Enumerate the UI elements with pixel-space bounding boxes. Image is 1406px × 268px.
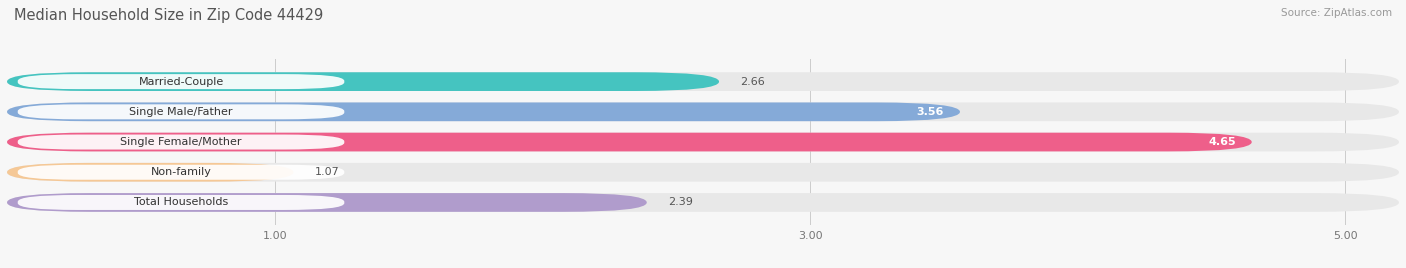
FancyBboxPatch shape xyxy=(18,74,344,89)
FancyBboxPatch shape xyxy=(7,102,1399,121)
FancyBboxPatch shape xyxy=(18,104,344,119)
Text: Total Households: Total Households xyxy=(134,198,228,207)
FancyBboxPatch shape xyxy=(18,165,344,180)
Text: Single Female/Mother: Single Female/Mother xyxy=(121,137,242,147)
FancyBboxPatch shape xyxy=(7,193,1399,212)
FancyBboxPatch shape xyxy=(7,163,1399,182)
Text: Married-Couple: Married-Couple xyxy=(138,77,224,87)
FancyBboxPatch shape xyxy=(7,163,294,182)
Text: Non-family: Non-family xyxy=(150,167,211,177)
FancyBboxPatch shape xyxy=(7,102,960,121)
FancyBboxPatch shape xyxy=(7,193,647,212)
Text: Single Male/Father: Single Male/Father xyxy=(129,107,233,117)
Text: 4.65: 4.65 xyxy=(1208,137,1236,147)
Text: Median Household Size in Zip Code 44429: Median Household Size in Zip Code 44429 xyxy=(14,8,323,23)
FancyBboxPatch shape xyxy=(18,195,344,210)
Text: 2.66: 2.66 xyxy=(741,77,765,87)
FancyBboxPatch shape xyxy=(7,72,1399,91)
FancyBboxPatch shape xyxy=(7,72,718,91)
Text: 1.07: 1.07 xyxy=(315,167,340,177)
FancyBboxPatch shape xyxy=(18,135,344,150)
Text: Source: ZipAtlas.com: Source: ZipAtlas.com xyxy=(1281,8,1392,18)
FancyBboxPatch shape xyxy=(7,133,1251,151)
Text: 2.39: 2.39 xyxy=(668,198,693,207)
Text: 3.56: 3.56 xyxy=(917,107,943,117)
FancyBboxPatch shape xyxy=(7,133,1399,151)
